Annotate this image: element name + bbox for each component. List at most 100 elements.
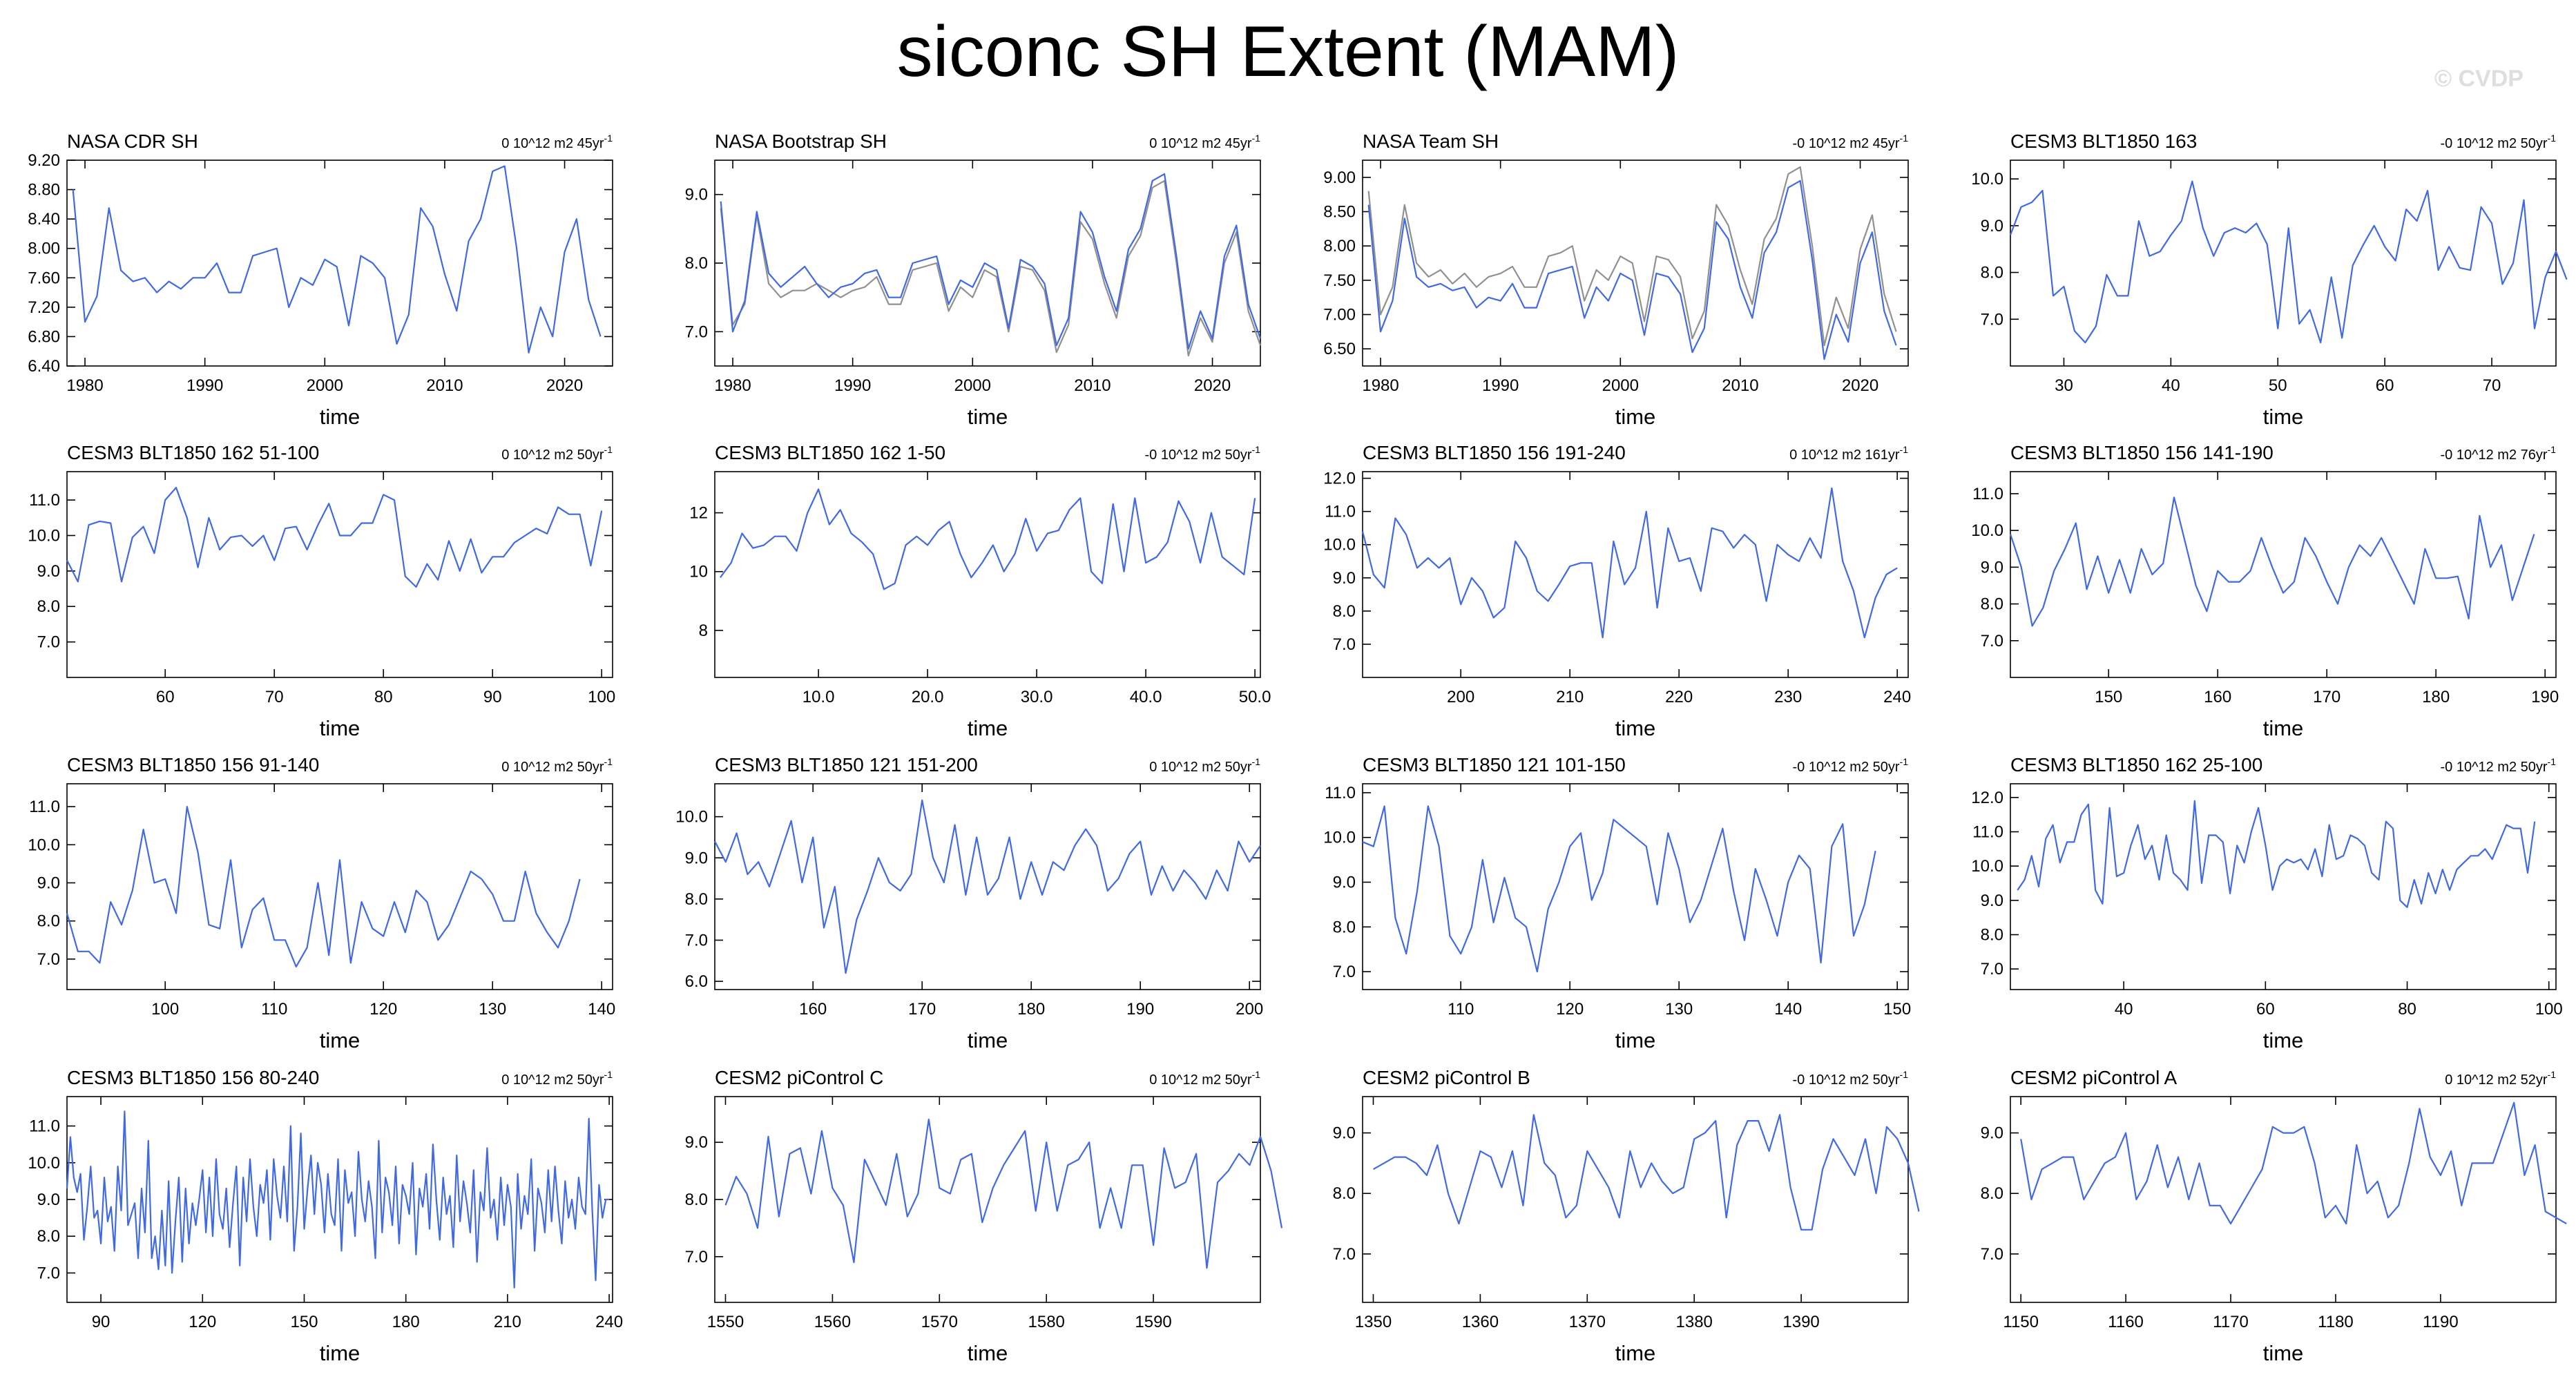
panel-trend: -0 10^12 m2 50yr-1 [1145,444,1261,463]
x-tick-label: 2000 [954,376,991,395]
x-tick-label: 1980 [66,376,103,395]
y-tick-label: 8.00 [28,240,60,258]
x-axis-label: time [320,405,361,429]
y-tick-label: 10.0 [28,836,60,854]
y-tick-label: 8.0 [37,597,60,616]
y-tick-label: 9.0 [1333,1124,1356,1143]
y-tick-label: 8.40 [28,210,60,229]
x-tick-label: 110 [261,1000,287,1019]
x-tick-label: 140 [588,1000,615,1019]
y-tick-label: 8.0 [1333,602,1356,621]
y-tick-label: 9.0 [1981,558,2003,577]
x-tick-label: 140 [1774,1000,1802,1019]
x-tick-label: 1180 [2318,1313,2354,1331]
x-tick-label: 40 [2115,1000,2133,1019]
y-tick-label: 7.0 [685,931,708,950]
y-tick-label: 8.0 [1333,918,1356,936]
y-tick-label: 7.0 [1981,632,2003,650]
y-tick-label: 6.40 [28,357,60,376]
chart-panel: CESM2 piControl C 0 10^12 m2 50yr-1 1550 15… [685,1067,1283,1365]
plot-frame [2010,1096,2557,1303]
y-tick-label: 9.00 [1323,168,1356,187]
x-tick-label: 1370 [1569,1313,1606,1331]
series-line [2009,180,2568,344]
panel-trend: 0 10^12 m2 45yr-1 [1149,133,1260,151]
plot-frame [714,783,1261,990]
trend-exponent: -1 [604,444,613,455]
x-axis-label: time [1615,1341,1656,1365]
x-axis-label: time [968,716,1008,740]
x-tick-label: 100 [151,1000,179,1019]
y-tick-label: 11.0 [1325,503,1356,521]
series-line [720,180,1262,357]
plot-frame [1362,160,1909,367]
x-tick-label: 150 [1883,1000,1911,1019]
trend-exponent: -1 [1252,444,1261,455]
x-tick-label: 120 [189,1313,216,1331]
y-tick-label: 9.0 [685,186,708,204]
panel-title: CESM3 BLT1850 156 80-240 [67,1067,319,1088]
panel-trend: 0 10^12 m2 45yr-1 [501,133,613,151]
trend-exponent: -1 [1900,756,1909,767]
x-tick-label: 160 [2204,688,2231,706]
series-line [2017,800,2536,908]
x-tick-label: 1580 [1028,1313,1065,1331]
y-tick-label: 6.0 [685,972,708,991]
y-tick-label: 8.0 [37,1227,60,1246]
panel-trend: -0 10^12 m2 45yr-1 [1793,133,1909,151]
panel-trend: -0 10^12 m2 50yr-1 [1793,756,1909,775]
x-tick-label: 180 [1017,1000,1045,1019]
y-tick-label: 12.0 [1971,789,2003,807]
y-tick-label: 7.0 [1333,635,1356,654]
x-tick-label: 1170 [2213,1313,2249,1331]
y-tick-label: 9.0 [1981,1124,2003,1143]
x-axis-label: time [320,716,361,740]
y-tick-label: 10.0 [28,526,60,545]
x-axis-label: time [1615,1028,1656,1052]
panel-trend: -0 10^12 m2 50yr-1 [2441,756,2557,775]
series-line [2020,1101,2567,1225]
x-axis-label: time [968,405,1008,429]
x-tick-label: 200 [1447,688,1474,706]
chart-panel: NASA Team SH -0 10^12 m2 45yr-1 1980 1990 20… [1323,131,1909,429]
x-tick-label: 2020 [1842,376,1878,395]
y-tick-label: 7.0 [1981,310,2003,329]
trend-exponent: -1 [1900,444,1909,455]
y-tick-label: 11.0 [29,1117,60,1136]
x-tick-label: 1560 [814,1313,851,1331]
trend-exponent: -1 [1252,756,1261,767]
x-axis-label: time [1615,716,1656,740]
x-tick-label: 200 [1236,1000,1263,1019]
panel-title: NASA CDR SH [67,131,198,152]
x-tick-label: 1190 [2423,1313,2459,1331]
panel-title: CESM3 BLT1850 156 191-240 [1363,442,1626,463]
x-axis-label: time [2263,716,2304,740]
y-tick-label: 10.0 [675,808,708,827]
panel-trend: -0 10^12 m2 50yr-1 [2441,133,2557,151]
panel-trend: 0 10^12 m2 50yr-1 [501,756,613,775]
x-tick-label: 100 [2535,1000,2563,1019]
x-tick-label: 210 [494,1313,521,1331]
x-tick-label: 190 [1126,1000,1154,1019]
x-tick-label: 2020 [546,376,583,395]
figure-title: siconc SH Extent (MAM) [896,12,1680,92]
x-tick-label: 120 [1556,1000,1584,1019]
x-tick-label: 50.0 [1239,688,1271,706]
panel-title: CESM3 BLT1850 162 25-100 [2010,754,2262,775]
series-line [66,1110,610,1289]
y-tick-label: 7.0 [1981,1245,2003,1264]
series-line [1361,487,1898,639]
x-tick-label: 1550 [707,1313,744,1331]
y-tick-label: 10.0 [1323,829,1356,847]
panel-trend: 0 10^12 m2 50yr-1 [1149,1069,1260,1088]
x-axis-label: time [2263,405,2304,429]
x-tick-label: 2000 [1602,376,1639,395]
x-tick-label: 60 [156,688,175,706]
x-tick-label: 130 [1665,1000,1693,1019]
chart-panel: NASA Bootstrap SH 0 10^12 m2 45yr-1 1980 19… [685,131,1262,429]
y-tick-label: 8.00 [1323,237,1356,256]
panel-title: CESM3 BLT1850 156 91-140 [67,754,319,775]
x-tick-label: 180 [392,1313,420,1331]
x-axis-label: time [2263,1028,2304,1052]
